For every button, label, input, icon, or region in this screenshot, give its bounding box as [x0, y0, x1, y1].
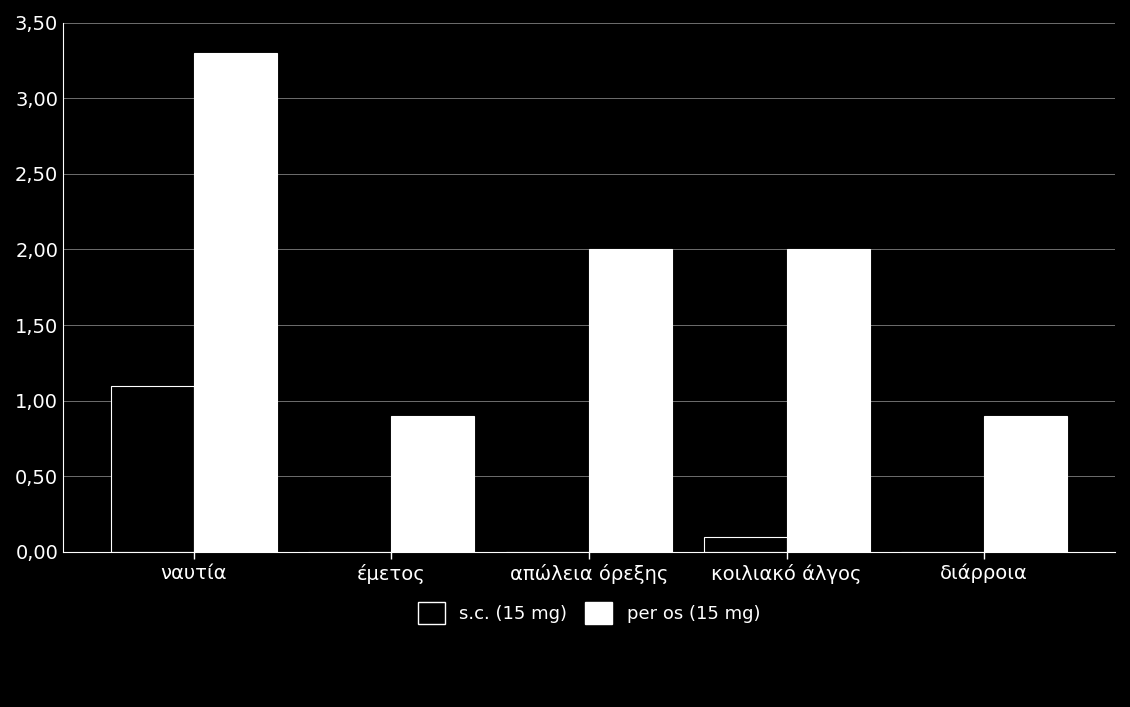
- Bar: [391, 416, 475, 552]
- Bar: [111, 385, 194, 552]
- Bar: [984, 416, 1067, 552]
- Legend: s.c. (15 mg), per os (15 mg): s.c. (15 mg), per os (15 mg): [409, 592, 770, 633]
- Bar: [194, 53, 277, 552]
- Bar: [704, 537, 786, 552]
- Bar: [786, 250, 870, 552]
- Bar: [589, 250, 672, 552]
